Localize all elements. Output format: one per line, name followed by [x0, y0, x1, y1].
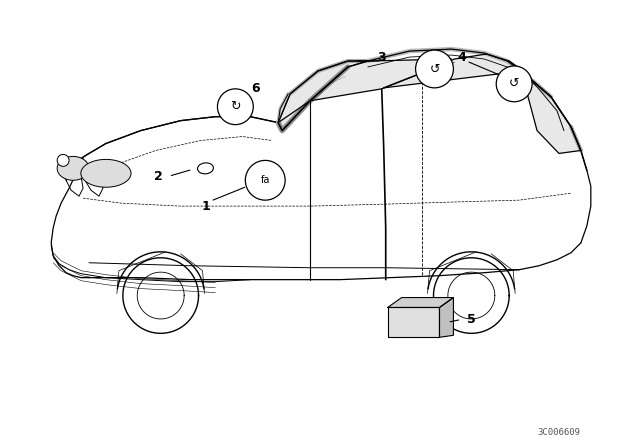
Circle shape: [415, 50, 453, 88]
Circle shape: [57, 155, 69, 166]
Text: ↺: ↺: [429, 62, 440, 75]
Polygon shape: [388, 307, 440, 337]
Circle shape: [496, 66, 532, 102]
Text: 6: 6: [251, 82, 260, 95]
Polygon shape: [521, 71, 581, 154]
Text: 3: 3: [378, 51, 386, 64]
Ellipse shape: [198, 163, 214, 174]
Polygon shape: [310, 59, 451, 101]
Polygon shape: [278, 61, 368, 130]
Text: ↺: ↺: [509, 78, 520, 90]
Polygon shape: [81, 159, 131, 187]
Polygon shape: [57, 156, 89, 180]
Circle shape: [218, 89, 253, 125]
Text: ↻: ↻: [230, 100, 241, 113]
Polygon shape: [440, 297, 453, 337]
Text: 3C006609: 3C006609: [538, 428, 580, 437]
Circle shape: [245, 160, 285, 200]
Text: fa: fa: [260, 175, 270, 185]
Text: 5: 5: [467, 313, 476, 326]
Text: 1: 1: [201, 200, 210, 213]
Text: 4: 4: [457, 51, 466, 64]
Polygon shape: [388, 297, 453, 307]
Polygon shape: [384, 54, 523, 88]
Text: 2: 2: [154, 170, 163, 183]
